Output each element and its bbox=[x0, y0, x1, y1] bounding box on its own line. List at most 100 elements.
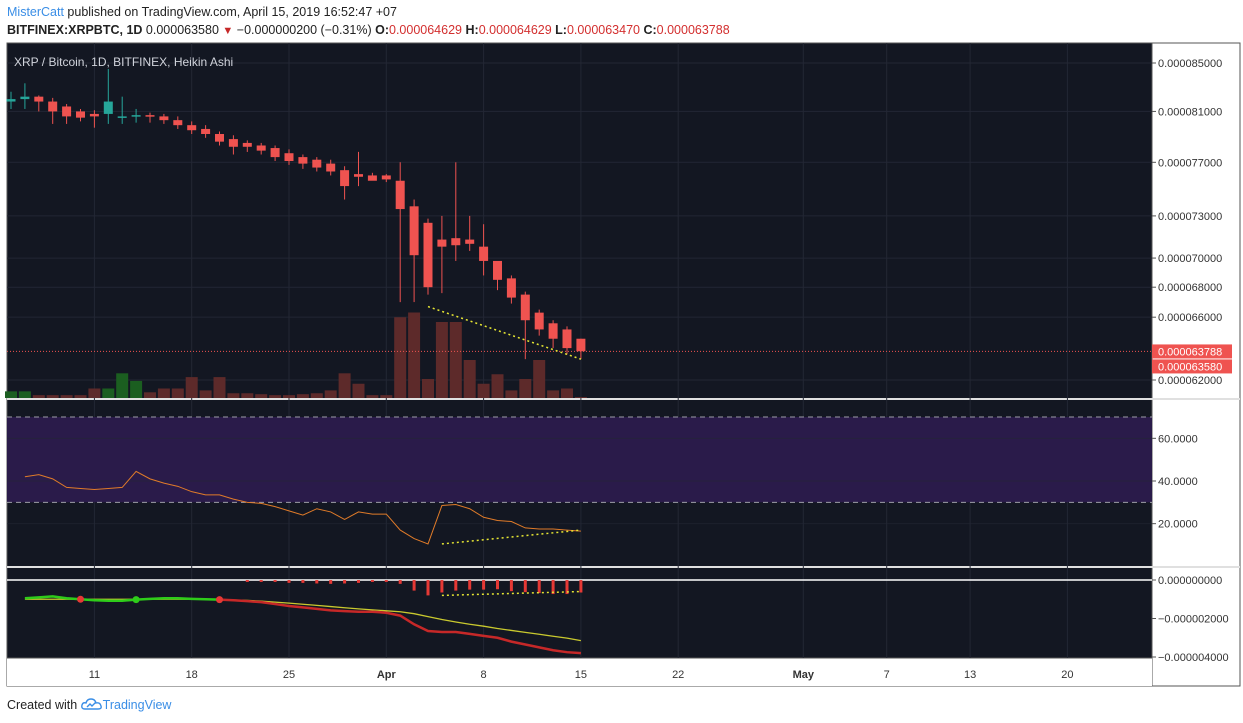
publish-info: MisterCatt published on TradingView.com,… bbox=[7, 5, 397, 19]
volume-bar bbox=[227, 393, 240, 398]
volume-bar bbox=[130, 380, 143, 398]
macd-histogram-bar bbox=[343, 580, 347, 584]
tradingview-brand[interactable]: TradingView bbox=[102, 698, 172, 712]
symbol-info: BITFINEX:XRPBTC, 1D 0.000063580 ▼ −0.000… bbox=[7, 23, 730, 37]
macd-histogram-bar bbox=[412, 580, 416, 591]
volume-bar bbox=[269, 395, 282, 398]
created-with-text: Created with bbox=[7, 698, 78, 712]
candle-body bbox=[298, 157, 308, 164]
candle-body bbox=[437, 239, 447, 247]
macd-tick-label: −0.000004000 bbox=[1158, 652, 1229, 664]
macd-histogram-bar bbox=[259, 580, 263, 582]
candle-body bbox=[173, 120, 183, 126]
candle-body bbox=[367, 175, 377, 181]
volume-bar bbox=[60, 395, 73, 398]
candle-body bbox=[76, 111, 85, 118]
candle-body bbox=[34, 96, 44, 102]
candle-body bbox=[145, 115, 155, 117]
macd-histogram-bar bbox=[426, 580, 430, 596]
candle-body bbox=[354, 174, 363, 177]
candle-body bbox=[228, 139, 238, 147]
author-link[interactable]: MisterCatt bbox=[7, 5, 64, 19]
x-tick-label: 18 bbox=[186, 669, 198, 681]
volume-bar bbox=[380, 395, 393, 398]
volume-bar bbox=[435, 322, 448, 398]
volume-bar bbox=[32, 395, 45, 398]
price-tick-label: 0.000081000 bbox=[1158, 106, 1222, 118]
price-change: −0.000000200 (−0.31%) bbox=[236, 23, 372, 37]
candle-body bbox=[131, 115, 141, 117]
close-price-tag bbox=[1152, 359, 1232, 374]
x-tick-label: 22 bbox=[672, 669, 684, 681]
macd-histogram-bar bbox=[315, 580, 319, 584]
candle-body bbox=[326, 163, 336, 172]
volume-bar bbox=[5, 391, 17, 398]
x-tick-label: 13 bbox=[964, 669, 976, 681]
macd-histogram-bar bbox=[370, 580, 374, 582]
candle-body bbox=[215, 134, 224, 142]
volume-bar bbox=[296, 394, 309, 398]
macd-histogram-bar bbox=[551, 580, 555, 595]
close-value: 0.000063788 bbox=[656, 23, 730, 37]
tradingview-logo[interactable]: TradingView bbox=[80, 698, 172, 712]
volume-bar bbox=[74, 395, 87, 398]
price-tick-label: 0.000068000 bbox=[1158, 282, 1222, 294]
macd-histogram-bar bbox=[384, 580, 388, 582]
candle-body bbox=[395, 180, 405, 210]
volume-bar bbox=[213, 377, 226, 398]
candle-body bbox=[312, 159, 322, 168]
volume-bar bbox=[185, 377, 198, 398]
price-tick-label: 0.000073000 bbox=[1158, 211, 1222, 223]
volume-bar bbox=[102, 388, 115, 398]
volume-bar bbox=[533, 360, 546, 398]
candle-body bbox=[159, 116, 169, 121]
open-value: 0.000064629 bbox=[389, 23, 462, 37]
volume-bar bbox=[561, 388, 573, 398]
volume-bar bbox=[324, 390, 337, 398]
candle-body bbox=[89, 113, 99, 117]
price-tick-label: 0.000070000 bbox=[1158, 253, 1222, 265]
macd-histogram-bar bbox=[398, 580, 402, 584]
macd-line-bear bbox=[219, 598, 581, 655]
candle-body bbox=[493, 260, 502, 280]
volume-bar bbox=[491, 374, 504, 398]
rsi-tick-label: 40.0000 bbox=[1158, 476, 1198, 488]
macd-histogram-bar bbox=[579, 580, 583, 593]
tradingview-cloud-icon bbox=[80, 698, 102, 710]
macd-tick-label: 0.000000000 bbox=[1158, 575, 1222, 587]
candle-body bbox=[201, 128, 211, 135]
candle-body bbox=[381, 175, 391, 180]
candle-body bbox=[117, 116, 127, 118]
macd-histogram-bar bbox=[287, 580, 291, 583]
price-tick-label: 0.000085000 bbox=[1158, 58, 1222, 70]
open-label: O: bbox=[375, 23, 389, 37]
macd-histogram-bar bbox=[468, 580, 472, 590]
x-tick-label: 7 bbox=[884, 669, 890, 681]
x-tick-label: May bbox=[793, 669, 815, 681]
chart-background bbox=[7, 43, 1152, 686]
rsi-band bbox=[7, 417, 1152, 503]
candle-body bbox=[6, 99, 16, 102]
macd-histogram-bar bbox=[509, 580, 513, 592]
volume-bar bbox=[255, 394, 268, 398]
macd-trendline bbox=[441, 590, 581, 597]
x-tick-label: Apr bbox=[377, 669, 397, 681]
macd-histogram-bar bbox=[523, 580, 527, 593]
price-tick-label: 0.000066000 bbox=[1158, 312, 1222, 324]
volume-bar bbox=[477, 383, 490, 398]
volume-bar bbox=[283, 395, 295, 398]
candle-body bbox=[62, 106, 72, 117]
price-tick-label: 0.000077000 bbox=[1158, 157, 1222, 169]
candle-body bbox=[270, 148, 280, 158]
rsi-trendline bbox=[441, 529, 581, 545]
macd-histogram-bar bbox=[440, 580, 444, 593]
macd-cross-dot bbox=[132, 596, 140, 604]
candle-body bbox=[423, 222, 433, 288]
candle-body bbox=[103, 101, 113, 114]
high-value: 0.000064629 bbox=[478, 23, 552, 37]
volume-bar bbox=[116, 373, 129, 398]
chart-title: XRP / Bitcoin, 1D, BITFINEX, Heikin Ashi bbox=[14, 55, 233, 69]
low-label: L: bbox=[555, 23, 567, 37]
volume-bar bbox=[519, 379, 532, 398]
